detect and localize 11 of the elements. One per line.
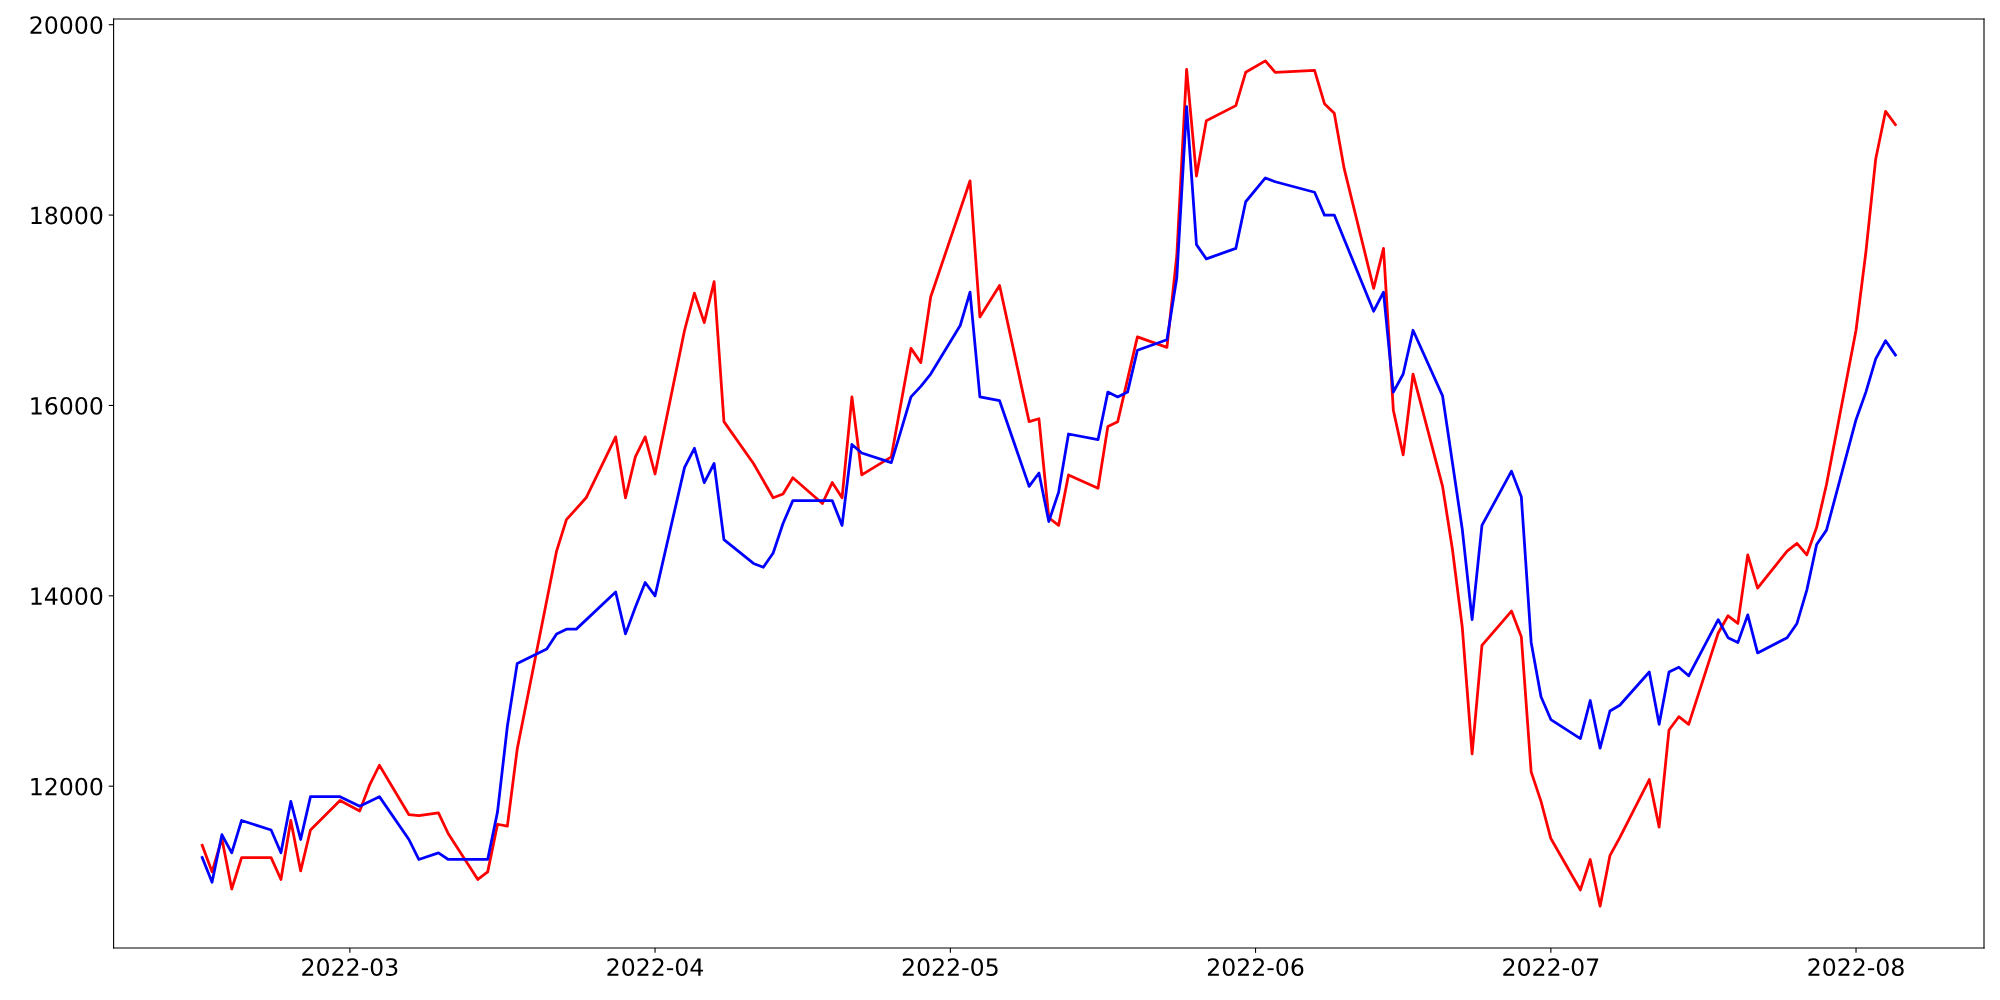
y-tick-label: 12000 [31, 777, 103, 796]
x-tick-label: 2022-08 [1808, 958, 1904, 976]
x-tick-label: 2022-03 [302, 958, 398, 976]
y-tick-label: 14000 [31, 587, 103, 606]
y-tick-label: 16000 [31, 396, 103, 415]
y-tick-label: 20000 [30, 16, 103, 35]
x-tick-label: 2022-04 [607, 958, 704, 976]
y-tick-label: 18000 [31, 206, 103, 225]
x-tick-label: 2022-07 [1503, 958, 1599, 976]
x-tick-label: 2022-05 [902, 958, 998, 976]
x-tick-label: 2022-06 [1207, 958, 1304, 976]
